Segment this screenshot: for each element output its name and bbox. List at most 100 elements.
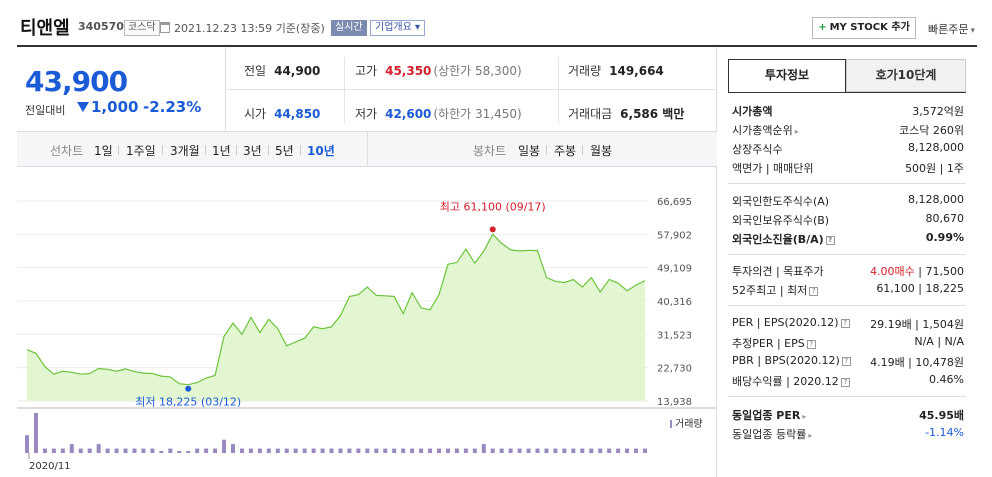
volume-bar [598, 448, 603, 453]
volume-bar [186, 451, 191, 453]
volume-bar [544, 448, 549, 453]
volume-bar [123, 448, 128, 453]
volume-bar [51, 448, 56, 453]
volume-bar [356, 448, 361, 453]
period-3y[interactable]: 3년 [243, 144, 262, 158]
volume: 거래량 149,664 [568, 64, 664, 78]
calendar-icon [160, 22, 170, 33]
divider [268, 145, 269, 155]
volume-bar [562, 448, 567, 453]
volume-bar [311, 448, 316, 453]
volume-legend: 거래량 [675, 418, 703, 430]
volume-bar [248, 448, 253, 453]
volume-legend-swatch [670, 420, 672, 428]
volume-bar [374, 448, 379, 453]
y-tick-label: 22,730 [657, 364, 692, 375]
volume-bar [392, 448, 397, 453]
add-mystock-button[interactable]: + MY STOCK 추가 [812, 17, 916, 39]
volume-bar [634, 448, 639, 453]
divider [728, 305, 966, 306]
chevron-down-icon: ▾ [415, 22, 421, 33]
divider [728, 396, 966, 397]
tab-investment-info[interactable]: 투자정보 [728, 59, 846, 92]
info-row-per-eps: PER | EPS(2020.12)? 29.19배 | 1,504원 [732, 316, 964, 331]
help-icon[interactable]: ? [840, 319, 850, 328]
info-row-pbr-bps: PBR | BPS(2020.12)? 4.19배 | 10,478원 [732, 354, 964, 369]
divider [728, 92, 966, 93]
period-1d[interactable]: 1일 [94, 144, 113, 158]
volume-bar [257, 448, 262, 453]
current-price: 43,900 [25, 65, 128, 98]
volume-bar [365, 448, 370, 453]
info-row-par-value: 액면가 | 매매단위 500원 | 1주 [732, 162, 964, 175]
stock-header: 티앤엘 340570 코스닥 2021.12.23 13:59 기준(장중) 실… [0, 0, 992, 46]
info-row-market-cap-rank[interactable]: 시가총액순위 ▸ 코스닥 260위 [732, 124, 964, 137]
candle-chart-label: 봉차트 [473, 144, 507, 158]
volume-bar [168, 448, 173, 453]
volume-bar [60, 448, 65, 453]
min-label: 최저 18,225 (03/12) [135, 396, 241, 409]
volume-bar [553, 448, 558, 453]
volume-bar [284, 448, 289, 453]
volume-bar [195, 448, 200, 453]
price-chart[interactable]: 66,695 57,902 49,109 40,316 31,523 22,730 13,9… [17, 167, 717, 477]
volume-bar [204, 448, 209, 453]
candle-monthly[interactable]: 월봉 [590, 144, 613, 158]
header-divider [17, 45, 977, 47]
divider [300, 145, 301, 155]
help-icon[interactable]: ? [809, 287, 819, 296]
caret-icon: ▸ [808, 431, 813, 440]
help-icon[interactable]: ? [840, 378, 850, 387]
volume-bar [275, 448, 280, 453]
info-row-est-per: 추정PER | EPS? N/A | N/A [732, 335, 964, 350]
price-summary: 43,900 전일대비 1,000 -2.23% [17, 47, 226, 131]
quick-order-button[interactable]: 빠른주문 [928, 21, 975, 37]
help-icon[interactable]: ? [825, 236, 835, 245]
volume-bar [293, 448, 298, 453]
period-1y[interactable]: 1년 [212, 144, 231, 158]
candle-weekly[interactable]: 주봉 [554, 144, 577, 158]
divider [728, 183, 966, 184]
help-icon[interactable]: ? [841, 357, 851, 366]
volume-bar [428, 448, 433, 453]
volume-bar [78, 448, 83, 453]
divider [205, 145, 206, 155]
help-icon[interactable]: ? [806, 340, 816, 349]
y-tick-label: 57,902 [657, 230, 692, 241]
volume-bar [526, 448, 531, 453]
change-label: 전일대비 [25, 104, 66, 117]
divider [227, 89, 717, 90]
volume-bar [231, 444, 235, 453]
company-info-button[interactable]: 기업개요 ▾ [370, 20, 426, 36]
volume-bar [239, 448, 244, 453]
volume-bar [535, 448, 540, 453]
y-tick-label: 13,938 [657, 397, 692, 408]
volume-bar [643, 448, 647, 453]
info-row-sector-per[interactable]: 동일업종 PER ▸ 45.95배 [732, 409, 964, 422]
divider [367, 132, 368, 166]
price-change: 1,000 [77, 98, 138, 116]
period-5y[interactable]: 5년 [275, 144, 294, 158]
candle-daily[interactable]: 일봉 [518, 144, 541, 158]
volume-bar [454, 448, 459, 453]
volume-bar [580, 448, 585, 453]
volume-bar [177, 451, 182, 453]
period-10y[interactable]: 10년 [307, 144, 335, 158]
volume-bar [266, 448, 271, 453]
volume-bar [508, 448, 513, 453]
volume-bar [607, 448, 612, 453]
y-tick-label: 66,695 [657, 197, 692, 208]
info-row-dividend: 배당수익률 | 2020.12? 0.46% [732, 373, 964, 388]
period-3m[interactable]: 3개월 [170, 144, 200, 158]
volume-bar [222, 439, 227, 453]
divider [582, 145, 583, 155]
info-row-sector-rate[interactable]: 동일업종 등락률 ▸ -1.14% [732, 426, 964, 441]
realtime-badge[interactable]: 실시간 [331, 20, 367, 36]
volume-bar [589, 448, 594, 453]
volume-bar [625, 448, 630, 453]
caret-icon: ▸ [802, 412, 807, 421]
volume-bar [213, 448, 218, 453]
tab-orderbook-10[interactable]: 호가10단계 [846, 59, 966, 92]
volume-bar [517, 448, 522, 453]
period-1w[interactable]: 1주일 [126, 144, 156, 158]
